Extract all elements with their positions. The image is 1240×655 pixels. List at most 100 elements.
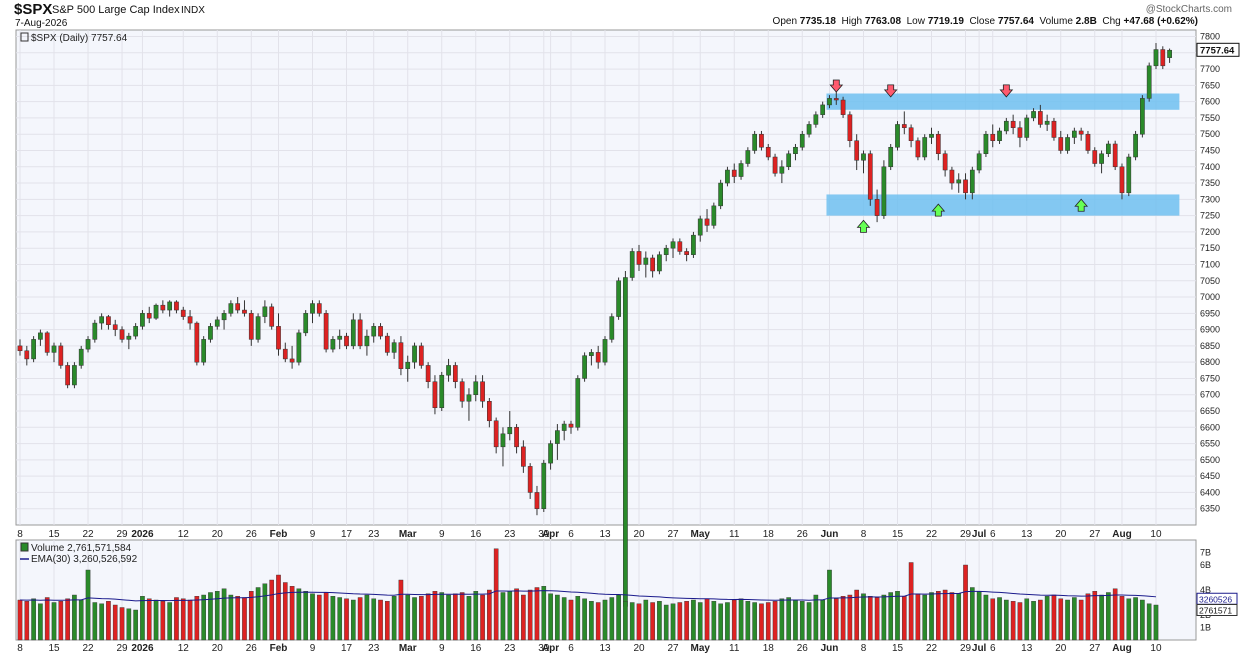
candle-up: [1072, 130, 1077, 138]
candle-up: [1153, 49, 1159, 67]
candle-down: [935, 133, 941, 154]
volume-bar: [174, 597, 179, 641]
candle-up: [364, 335, 370, 347]
x-tick-label: 6: [990, 529, 996, 540]
volume-bar: [51, 602, 57, 641]
candle-up: [1024, 117, 1030, 138]
volume-bar: [160, 601, 166, 641]
volume-tick-label: 7B: [1200, 548, 1211, 558]
volume-bar: [214, 591, 220, 641]
volume-bar: [323, 592, 329, 641]
x-tick-label: 27: [667, 643, 679, 654]
volume-bar: [133, 609, 138, 641]
volume-bar: [840, 596, 846, 641]
x-tick-label: May: [691, 529, 711, 540]
volume-bar: [1031, 601, 1036, 641]
volume-bar: [779, 598, 785, 641]
price-tick-label: 7200: [1200, 227, 1220, 237]
x-tick-label: 9: [439, 643, 445, 654]
candle-down: [425, 365, 431, 382]
candle-down: [568, 423, 574, 428]
volume-bar: [765, 602, 771, 641]
candle-down: [452, 365, 458, 382]
candle-up: [895, 124, 900, 148]
volume-bar: [1078, 599, 1084, 641]
x-tick-label: 6: [568, 529, 574, 540]
price-tick-label: 6650: [1200, 406, 1220, 416]
candle-down: [1160, 49, 1166, 67]
x-tick-label: Feb: [270, 643, 288, 654]
brand-logo: @StockCharts.com: [1145, 4, 1232, 15]
volume-tick-label: 1B: [1200, 623, 1211, 633]
candle-down: [187, 316, 193, 324]
resistance-zone: [826, 93, 1180, 110]
ema-value-label: 3260526: [1199, 594, 1232, 604]
candle-down: [1010, 120, 1016, 128]
volume-bar: [242, 597, 247, 641]
x-tick-label: 26: [246, 643, 258, 654]
volume-bar: [85, 569, 91, 641]
volume-bar: [310, 593, 315, 641]
volume-bar: [330, 596, 336, 641]
candle-up: [99, 316, 104, 324]
candle-up: [167, 301, 173, 311]
volume-bar: [990, 598, 996, 641]
volume-bar: [282, 582, 288, 641]
volume-legend: Volume 2,761,571,584: [31, 543, 132, 554]
volume-bar: [589, 601, 594, 641]
candle-up: [1003, 120, 1009, 132]
candle-up: [820, 104, 826, 115]
x-tick-label: 10: [1150, 529, 1162, 540]
candle-down: [963, 179, 968, 194]
candle-down: [704, 218, 710, 226]
volume-legend-marker: [20, 542, 29, 552]
candle-down: [1017, 127, 1023, 138]
candle-up: [1140, 98, 1145, 135]
x-tick-label: 30: [538, 529, 550, 540]
candle-down: [1058, 137, 1064, 151]
price-tick-label: 6700: [1200, 390, 1220, 400]
candle-up: [1133, 133, 1138, 158]
candle-up: [779, 166, 785, 174]
volume-bar: [752, 602, 757, 641]
price-legend: $SPX (Daily) 7757.64: [31, 33, 128, 44]
candle-up: [228, 303, 234, 314]
x-tick-label: 13: [599, 529, 611, 540]
candle-up: [221, 313, 227, 321]
volume-bar: [677, 602, 683, 641]
volume-value: 2.8B: [1075, 16, 1097, 27]
volume-bar: [1017, 602, 1023, 641]
open-label: Open: [772, 16, 798, 27]
price-tick-label: 7550: [1200, 113, 1220, 123]
candle-down: [1112, 143, 1118, 168]
candle-down: [908, 127, 914, 141]
volume-bar: [657, 601, 662, 641]
last-price-box: [1196, 42, 1240, 57]
candle-down: [119, 329, 125, 340]
price-tick-label: 7400: [1200, 162, 1220, 172]
x-tick-label: 27: [1089, 529, 1101, 540]
volume-bar: [1140, 599, 1145, 641]
candle-up: [969, 169, 975, 194]
candle-down: [248, 313, 254, 340]
volume-bar: [316, 594, 322, 641]
volume-bar: [970, 587, 975, 641]
x-tick-label: Feb: [270, 529, 288, 540]
candle-up: [51, 345, 57, 353]
volume-bar: [922, 594, 928, 641]
x-tick-label: 17: [341, 643, 353, 654]
close-value: 7757.64: [997, 16, 1034, 27]
support-zone: [826, 194, 1180, 216]
x-tick-label: 8: [861, 529, 867, 540]
candle-down: [65, 365, 70, 386]
candle-up: [371, 326, 377, 337]
volume-bar: [820, 599, 825, 641]
volume-bar: [72, 594, 77, 641]
price-tick-label: 7700: [1200, 64, 1220, 74]
candle-down: [180, 309, 186, 317]
candle-down: [146, 313, 152, 319]
volume-bar: [459, 592, 465, 641]
candle-up: [861, 153, 866, 161]
volume-bar: [58, 601, 64, 641]
